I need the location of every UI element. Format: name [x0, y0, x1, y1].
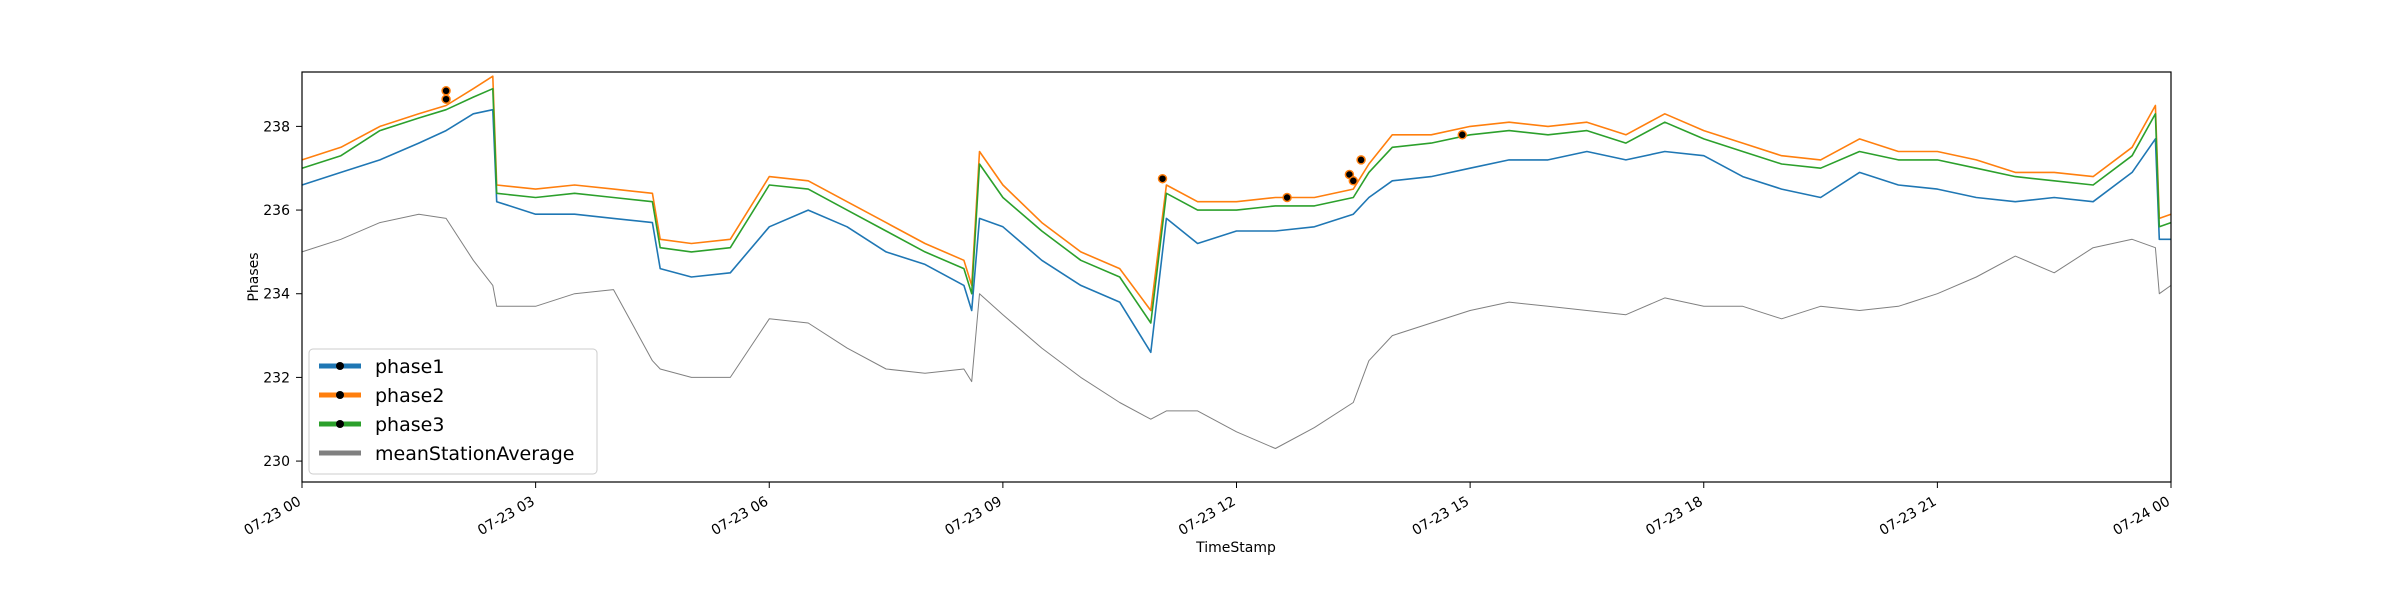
plot-area: [302, 72, 2171, 482]
legend-marker: [336, 391, 344, 399]
legend-label: phase3: [375, 414, 444, 436]
event-marker: [441, 86, 451, 96]
legend-box: [308, 348, 598, 475]
x-tick-label: 07-23 12: [1176, 494, 1239, 539]
x-tick-label: 07-23 21: [1877, 494, 1940, 539]
x-tick-label: 07-23 06: [709, 494, 772, 539]
y-tick-label: 236: [263, 203, 290, 219]
event-marker: [1356, 155, 1366, 165]
y-tick-label: 238: [263, 119, 290, 135]
legend-label: phase2: [375, 385, 444, 407]
event-marker: [1282, 192, 1292, 203]
y-tick-label: 232: [263, 370, 290, 386]
x-tick-label: 07-23 09: [942, 494, 1005, 539]
event-marker: [441, 94, 451, 104]
marker-layer: [441, 86, 1468, 203]
y-axis: 230 232 234 236 238: [263, 119, 302, 470]
x-tick-label: 07-23 03: [475, 494, 538, 539]
x-tick-label: 07-23 00: [241, 494, 304, 539]
x-tick-label: 07-23 15: [1410, 494, 1473, 539]
y-tick-label: 230: [263, 454, 290, 470]
series-line-phase2: [301, 75, 2172, 312]
y-axis-label: Phases: [246, 252, 262, 301]
x-tick-label: 07-24 00: [2110, 494, 2173, 539]
x-axis: 07-23 00 07-23 03 07-23 06 07-23 09 07-23 12…: [241, 482, 2173, 539]
event-marker: [1348, 176, 1359, 186]
series-layer: [301, 75, 2172, 449]
event-marker: [1157, 173, 1168, 184]
legend: phase1 phase2 phase3 meanStationAverage: [308, 348, 598, 475]
series-line-phase1: [301, 108, 2171, 354]
series-line-meanStationAverage: [301, 213, 2172, 449]
y-tick-label: 234: [263, 287, 290, 303]
x-tick-label: 07-23 18: [1643, 494, 1706, 539]
x-axis-label: TimeStamp: [1195, 540, 1276, 556]
legend-label: meanStationAverage: [375, 443, 574, 465]
legend-marker: [336, 420, 344, 428]
legend-marker: [336, 362, 344, 370]
series-line-phase3: [301, 87, 2172, 324]
legend-label: phase1: [375, 356, 444, 378]
event-marker: [1457, 130, 1468, 140]
